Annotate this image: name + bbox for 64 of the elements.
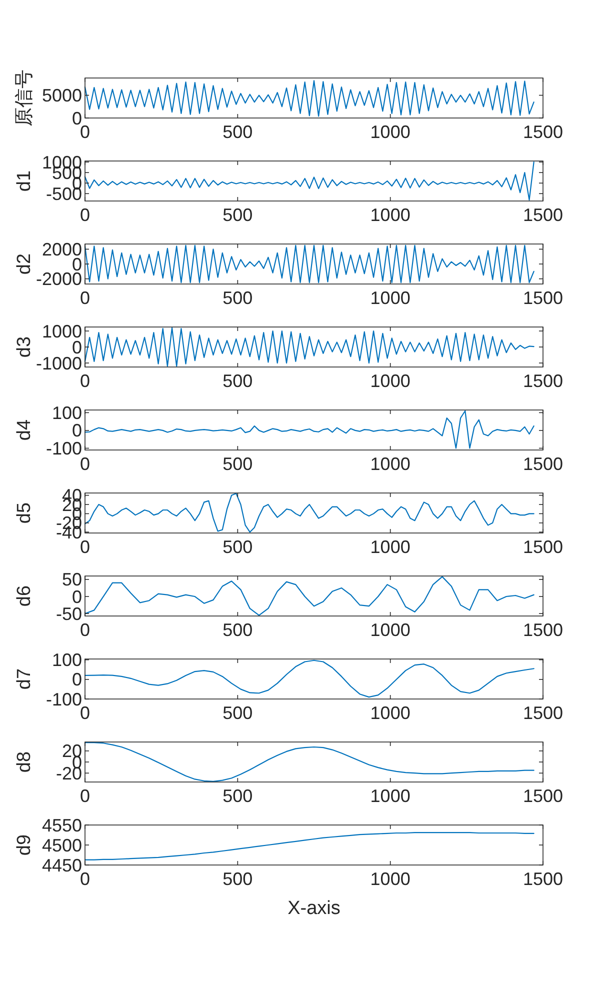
y-tick-label: 5000 [42,86,82,106]
y-axis-title: d6 [14,585,35,607]
y-axis-title: d5 [14,502,35,524]
line-series [84,832,534,860]
x-tick-label: 1000 [370,122,410,142]
y-axis-title: 原信号 [14,70,35,126]
y-axis-title: d9 [14,834,35,856]
y-tick-label: -2000 [36,269,82,290]
x-tick-label: 1000 [370,786,410,806]
x-tick-label: 1000 [370,288,410,308]
x-tick-label: 500 [222,869,253,889]
x-tick-label: 500 [222,122,253,142]
x-tick-label: 1500 [522,288,564,308]
x-tick-label: 500 [222,454,253,474]
x-tick-label: 500 [222,288,253,308]
x-tick-label: 1000 [370,869,410,889]
x-tick-label: 1000 [370,537,410,557]
y-tick-label: 100 [52,402,82,423]
line-series [84,80,534,117]
x-tick-label: 1500 [522,786,564,806]
x-tick-label: 1000 [370,703,410,723]
line-series [84,576,534,616]
y-tick-label: 4450 [42,855,82,876]
y-tick-label: 4500 [42,835,82,856]
y-axis-title: d2 [14,253,35,275]
y-tick-label: 4550 [42,815,82,836]
line-series [84,492,534,533]
x-tick-label: 1500 [522,122,564,142]
y-tick-label: 100 [52,650,82,670]
y-tick-label: 0 [72,420,82,441]
x-tick-label: 500 [222,786,253,806]
y-tick-label: 2000 [42,239,82,260]
x-tick-label: 1500 [522,869,564,889]
y-axis-title: d7 [14,668,35,690]
x-tick-label: 500 [222,371,253,391]
x-tick-label: 1000 [370,371,410,391]
line-series [84,162,534,200]
x-tick-label: 1000 [370,205,410,225]
y-tick-label: -100 [46,689,82,710]
line-series [84,660,534,698]
x-tick-label: 1500 [522,537,564,557]
y-axis-title: d4 [14,419,35,441]
x-tick-label: 1500 [522,620,564,640]
y-tick-label: 0 [72,670,82,690]
x-tick-label: 1500 [522,454,564,474]
x-tick-label: 500 [222,537,253,557]
y-axis-title: d1 [14,170,35,192]
x-tick-label: 500 [222,620,253,640]
line-series [84,742,534,782]
x-axis-title: X-axis [288,898,340,919]
x-tick-label: 1000 [370,620,410,640]
x-tick-label: 1000 [370,454,410,474]
y-axis-title: d3 [14,336,35,358]
x-tick-label: 1500 [522,205,564,225]
y-tick-label: 0 [72,108,82,128]
y-axis-title: d8 [14,751,35,773]
x-tick-label: 500 [222,703,253,723]
y-tick-label: -100 [46,438,82,459]
x-tick-label: 500 [222,205,253,225]
line-series [84,410,534,449]
x-tick-label: 1500 [522,703,564,723]
line-series [84,327,534,367]
x-tick-label: 1500 [522,371,564,391]
line-series [84,244,534,284]
